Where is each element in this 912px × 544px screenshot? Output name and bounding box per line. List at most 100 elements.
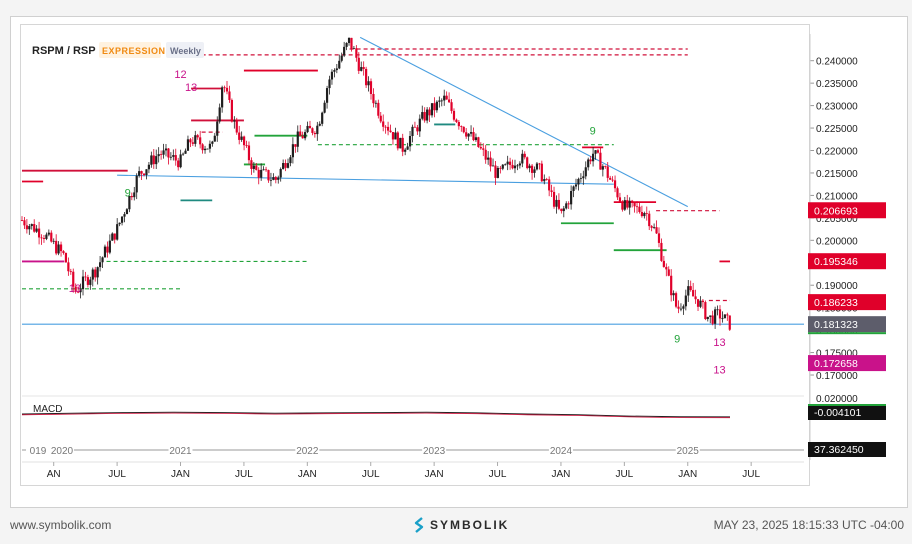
candle-body [401, 137, 404, 152]
candle-body [528, 165, 531, 169]
candle-body [621, 201, 624, 210]
candle-body [199, 137, 202, 145]
candle-body [579, 178, 582, 180]
y-tick-label: 0.230000 [816, 102, 858, 113]
candle-body [562, 208, 565, 212]
candle-body [577, 178, 580, 185]
candle-body [167, 148, 170, 158]
candle-body [262, 169, 265, 171]
y-tick-label: 0.200000 [816, 236, 858, 247]
candle-body [628, 200, 631, 208]
candle-body [291, 144, 295, 158]
macd-signal-line [21, 412, 731, 419]
candle-body [340, 55, 343, 61]
candle-body [645, 213, 648, 214]
candle-body [206, 148, 209, 150]
candle-body [709, 315, 712, 317]
candle-body [662, 260, 665, 267]
candle-body [692, 290, 695, 297]
candle-body [245, 145, 248, 146]
year-label: 2021 [169, 446, 192, 457]
candle-body [406, 146, 409, 150]
candle-body [350, 37, 353, 49]
year-label: 2020 [51, 446, 74, 457]
candle-body [438, 100, 441, 102]
candle-body [311, 128, 314, 133]
candle-body [606, 166, 609, 178]
candle-body [394, 132, 397, 140]
candle-body [250, 160, 253, 169]
candle-body [513, 165, 517, 169]
candle-body [98, 262, 102, 268]
candle-body [369, 81, 373, 94]
candle-body [169, 156, 172, 158]
interval-badge[interactable]: Weekly [170, 46, 201, 56]
candle-body [443, 95, 446, 101]
candle-body [670, 275, 673, 296]
candle-body [699, 300, 702, 307]
candle-body [474, 137, 478, 141]
candle-body [487, 157, 490, 160]
candle-body [377, 102, 380, 116]
candle-body [116, 224, 119, 240]
interval-badge-bg [166, 42, 204, 58]
candle-body [518, 163, 521, 166]
candle-body [479, 146, 482, 149]
candle-body [260, 169, 263, 178]
lower-value-label: 37.362450 [814, 444, 864, 456]
candle-body [47, 232, 50, 235]
candle-body [201, 144, 204, 151]
candle-body [430, 103, 434, 116]
y-tick-label: 0.215000 [816, 169, 858, 180]
macd-line [21, 411, 731, 418]
candle-body [140, 171, 143, 174]
candle-body [352, 48, 356, 50]
candle-body [465, 132, 468, 137]
candle-body [306, 125, 309, 133]
y-tick-label: 0.205000 [816, 214, 858, 225]
candle-body [172, 155, 175, 157]
candle-body [516, 165, 519, 167]
candle-body [572, 186, 575, 191]
candle-body [374, 102, 377, 104]
candle-body [423, 112, 426, 121]
count-marker: 12 [174, 69, 186, 81]
y-tick-label: 0.220000 [816, 147, 858, 158]
candle-body [613, 180, 617, 189]
candle-body [181, 153, 185, 155]
expression-badge-bg [99, 42, 161, 58]
macd-tick-label: 0.020000 [816, 394, 858, 405]
candle-body [714, 309, 717, 324]
candle-body [396, 132, 399, 149]
candle-body [657, 233, 661, 243]
candle-body [679, 308, 683, 310]
candle-body [494, 165, 497, 178]
candle-body [565, 203, 568, 209]
candle-body [223, 87, 226, 89]
candle-body [37, 228, 41, 238]
candle-body [77, 291, 80, 293]
year-label: 2023 [423, 446, 446, 457]
candle-body [711, 315, 714, 324]
candle-body [460, 126, 463, 127]
candle-body [86, 277, 89, 285]
candle-body [609, 177, 612, 180]
candle-body [274, 177, 277, 180]
expression-badge[interactable]: EXPRESSION [102, 46, 166, 56]
website-link[interactable]: www.symbolik.com [10, 518, 112, 532]
candle-body [45, 234, 48, 239]
trendlines-layer [22, 36, 804, 325]
candle-body [706, 316, 709, 320]
candle-body [308, 125, 312, 129]
candle-body [365, 68, 368, 86]
macd-value-label: -0.004101 [814, 407, 861, 419]
candle-body [62, 251, 65, 254]
candle-body [277, 177, 280, 180]
candle-body [452, 110, 456, 120]
count-marker: 9 [590, 125, 596, 137]
candle-body [269, 179, 273, 181]
candle-body [660, 242, 663, 261]
candle-body [418, 118, 421, 132]
trendline [359, 36, 689, 208]
